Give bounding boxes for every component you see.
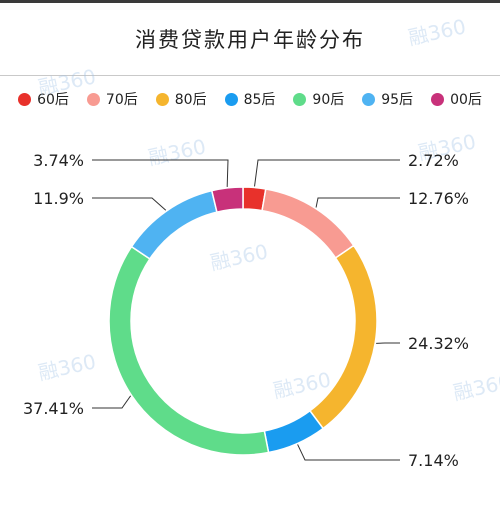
chart-title: 消费贷款用户年龄分布 bbox=[135, 28, 365, 52]
legend-item-1[interactable]: 60后 bbox=[18, 89, 69, 109]
donut-slice-2[interactable] bbox=[261, 188, 355, 259]
watermark-icon: 融360 bbox=[36, 349, 98, 385]
donut-slice-6[interactable] bbox=[130, 189, 218, 260]
watermark-icon: 融360 bbox=[406, 14, 468, 50]
leader-line bbox=[254, 159, 400, 187]
legend-label: 60后 bbox=[37, 92, 69, 108]
legend-swatch bbox=[362, 92, 376, 106]
leader-line bbox=[92, 197, 167, 211]
watermark-icon: 融360 bbox=[271, 367, 333, 403]
data-label: 7.14% bbox=[408, 451, 459, 470]
legend-item-6[interactable]: 95后 bbox=[362, 89, 413, 109]
legend-label: 85后 bbox=[243, 92, 276, 108]
legend-item-4[interactable]: 85后 bbox=[224, 89, 276, 109]
data-label: 11.9% bbox=[33, 189, 84, 208]
donut-slice-5[interactable] bbox=[108, 245, 270, 456]
legend-swatch bbox=[293, 92, 307, 106]
legend-swatch bbox=[431, 92, 445, 106]
chart-header: 消费贷款用户年龄分布 bbox=[0, 3, 500, 76]
data-label: 12.76% bbox=[408, 189, 469, 208]
legend-label: 00后 bbox=[450, 92, 482, 108]
legend-swatch bbox=[86, 92, 100, 106]
watermark-icon: 融360 bbox=[451, 369, 500, 405]
legend-swatch bbox=[224, 92, 238, 106]
legend-label: 95后 bbox=[381, 92, 414, 108]
data-label: 2.72% bbox=[408, 151, 459, 170]
legend-item-3[interactable]: 80后 bbox=[155, 89, 207, 109]
watermark-icon: 融360 bbox=[146, 134, 208, 170]
legend-label: 90后 bbox=[312, 92, 345, 108]
leader-line bbox=[92, 395, 132, 409]
legend-label: 80后 bbox=[174, 92, 207, 108]
watermark-icon: 融360 bbox=[208, 239, 270, 275]
chart-legend: 60后 70后 80后 85后 90后 95后 00后 bbox=[0, 86, 500, 112]
legend-item-7[interactable]: 00后 bbox=[431, 89, 482, 109]
data-label: 24.32% bbox=[408, 334, 469, 353]
data-label: 37.41% bbox=[23, 399, 84, 418]
donut-slice-3[interactable] bbox=[308, 244, 378, 430]
leader-line bbox=[315, 197, 400, 208]
leader-line bbox=[92, 159, 229, 187]
legend-item-5[interactable]: 90后 bbox=[293, 89, 344, 109]
donut-slice-4[interactable] bbox=[263, 409, 325, 454]
legend-swatch bbox=[155, 92, 169, 106]
donut-slice-7[interactable] bbox=[210, 186, 244, 213]
top-border bbox=[0, 0, 500, 3]
data-label: 3.74% bbox=[33, 151, 84, 170]
watermark-icon: 融360 bbox=[36, 64, 98, 100]
legend-label: 70后 bbox=[105, 92, 138, 108]
legend-item-2[interactable]: 70后 bbox=[86, 89, 138, 109]
legend-swatch bbox=[18, 92, 32, 106]
leader-line bbox=[297, 444, 400, 461]
